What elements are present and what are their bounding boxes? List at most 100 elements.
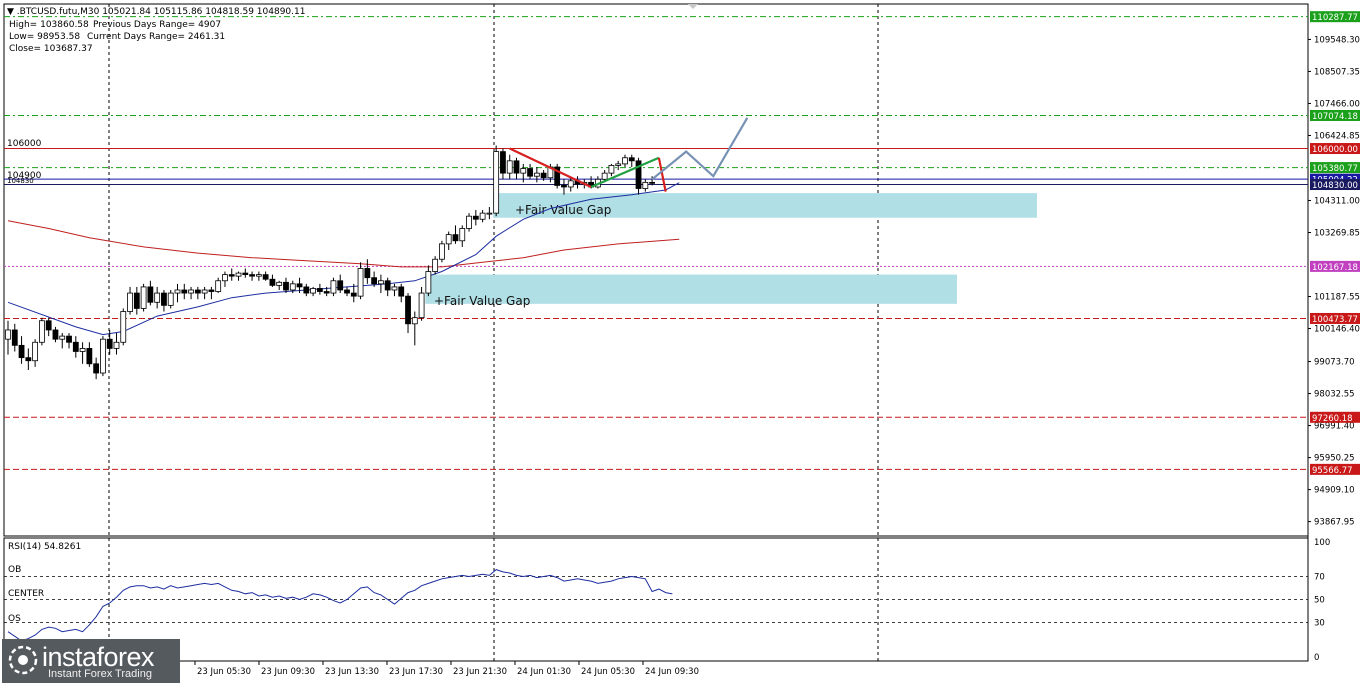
price-tag-label-2: 106000.00 bbox=[1312, 145, 1358, 155]
candle-body-48 bbox=[330, 280, 337, 294]
candle-body-79 bbox=[540, 172, 547, 179]
symbol-header[interactable]: ▼ .BTCUSD.futu,M30 105021.84 105115.86 1… bbox=[7, 7, 305, 17]
price-tick-label-9: 98032.55 bbox=[1314, 390, 1355, 400]
candle-66 bbox=[452, 225, 459, 244]
instaforex-logo-icon bbox=[8, 645, 38, 675]
rsi-level-lines bbox=[4, 576, 1308, 623]
candle-78 bbox=[533, 166, 540, 183]
candle-79 bbox=[540, 170, 547, 181]
candle-51 bbox=[350, 283, 357, 303]
candle-12 bbox=[86, 342, 93, 367]
candle-68 bbox=[466, 213, 472, 232]
candle-43 bbox=[296, 277, 303, 294]
candle-body-58 bbox=[398, 286, 405, 297]
candle-56 bbox=[384, 277, 391, 297]
candle-58 bbox=[398, 283, 405, 303]
candle-body-8 bbox=[59, 335, 66, 340]
price-tag-label-3: 105380.77 bbox=[1312, 164, 1358, 174]
price-tag-label-0: 110287.77 bbox=[1312, 13, 1358, 23]
fair-value-gap-zones bbox=[425, 193, 1037, 304]
candle-body-11 bbox=[79, 348, 86, 352]
candle-body-64 bbox=[439, 243, 445, 260]
candle-body-43 bbox=[296, 283, 303, 288]
price-tick-label-10: 96991.40 bbox=[1314, 422, 1355, 432]
candle-93 bbox=[635, 157, 642, 195]
candle-27 bbox=[188, 286, 194, 300]
time-tick-label-4: 23 Jun 21:30 bbox=[453, 667, 507, 677]
candle-body-76 bbox=[520, 168, 527, 174]
candle-body-67 bbox=[459, 228, 466, 242]
candle-body-19 bbox=[133, 292, 140, 309]
candle-body-32 bbox=[222, 274, 228, 282]
candle-0 bbox=[5, 320, 11, 355]
instaforex-logo: instaforex Instant Forex Trading bbox=[2, 639, 180, 683]
time-tick-label-6: 24 Jun 05:30 bbox=[581, 667, 635, 677]
rsi-tick-label-3: 30 bbox=[1314, 619, 1325, 629]
price-tags: 110287.77107074.18106000.00105380.771050… bbox=[1310, 11, 1360, 476]
low-info: Low= 98953.58 bbox=[9, 32, 80, 42]
candle-body-33 bbox=[228, 274, 235, 277]
candle-body-60 bbox=[411, 317, 418, 325]
candle-body-63 bbox=[432, 258, 439, 272]
candle-body-4 bbox=[32, 341, 39, 362]
candle-body-40 bbox=[276, 281, 283, 286]
candle-body-71 bbox=[486, 212, 493, 215]
candle-25 bbox=[174, 283, 181, 303]
price-tag-label-8: 97260.18 bbox=[1312, 414, 1353, 424]
fvg-zone-0 bbox=[493, 193, 1037, 218]
candle-70 bbox=[479, 210, 486, 223]
candle-29 bbox=[201, 286, 208, 300]
candle-55 bbox=[377, 274, 384, 294]
rsi-os-label: OS bbox=[8, 614, 21, 624]
price-tick-label-8: 99073.70 bbox=[1314, 358, 1355, 368]
time-tick-label-5: 24 Jun 01:30 bbox=[517, 667, 571, 677]
candle-body-3 bbox=[25, 357, 32, 362]
zigzag-red-leg bbox=[509, 147, 592, 188]
candle-body-50 bbox=[344, 289, 350, 294]
candle-body-53 bbox=[364, 268, 371, 279]
rsi-title: RSI(14) 54.8261 bbox=[8, 542, 81, 552]
candle-body-59 bbox=[405, 295, 411, 325]
rsi-tick-label-0: 100 bbox=[1314, 538, 1330, 548]
candle-38 bbox=[262, 271, 269, 281]
candle-body-7 bbox=[52, 329, 59, 340]
candle-body-51 bbox=[350, 292, 357, 297]
zigzag-red-leg-2 bbox=[657, 157, 667, 192]
main-pane bbox=[3, 3, 1309, 537]
candle-body-54 bbox=[371, 277, 378, 285]
candle-body-91 bbox=[622, 157, 628, 165]
candle-75 bbox=[513, 157, 520, 180]
price-tag-label-5: 104830.00 bbox=[1312, 181, 1358, 191]
candle-4 bbox=[32, 339, 39, 367]
candle-body-74 bbox=[506, 160, 513, 174]
candle-62 bbox=[425, 265, 432, 297]
candle-69 bbox=[472, 210, 479, 226]
candle-50 bbox=[344, 286, 350, 297]
close-info: Close= 103687.37 bbox=[9, 44, 93, 54]
level-lines bbox=[4, 16, 1308, 470]
candle-body-39 bbox=[269, 278, 276, 286]
candle-body-68 bbox=[466, 215, 472, 229]
candle-body-42 bbox=[289, 283, 296, 291]
time-tick-label-2: 23 Jun 13:30 bbox=[325, 667, 379, 677]
scroll-marker-icon[interactable] bbox=[688, 4, 698, 9]
price-tag-label-9: 95566.77 bbox=[1312, 466, 1353, 476]
candle-92 bbox=[628, 154, 635, 167]
candle-54 bbox=[371, 271, 378, 287]
rsi-ob-label: OB bbox=[8, 565, 21, 575]
candle-64 bbox=[439, 240, 445, 263]
price-tag-box-8 bbox=[1310, 411, 1360, 423]
candle-body-52 bbox=[357, 268, 364, 297]
price-axis-ticks: 109548.30 108507.35 107466.00 106424.85 1043… bbox=[1308, 35, 1360, 528]
candle-body-90 bbox=[615, 163, 622, 166]
candle-65 bbox=[445, 231, 452, 251]
candle-41 bbox=[283, 277, 289, 294]
candle-body-21 bbox=[147, 286, 154, 303]
candle-body-30 bbox=[208, 289, 215, 292]
candle-body-12 bbox=[86, 348, 93, 365]
price-tick-label-6: 101187.55 bbox=[1314, 293, 1360, 303]
candle-body-25 bbox=[174, 289, 181, 294]
session-separators bbox=[108, 4, 879, 661]
